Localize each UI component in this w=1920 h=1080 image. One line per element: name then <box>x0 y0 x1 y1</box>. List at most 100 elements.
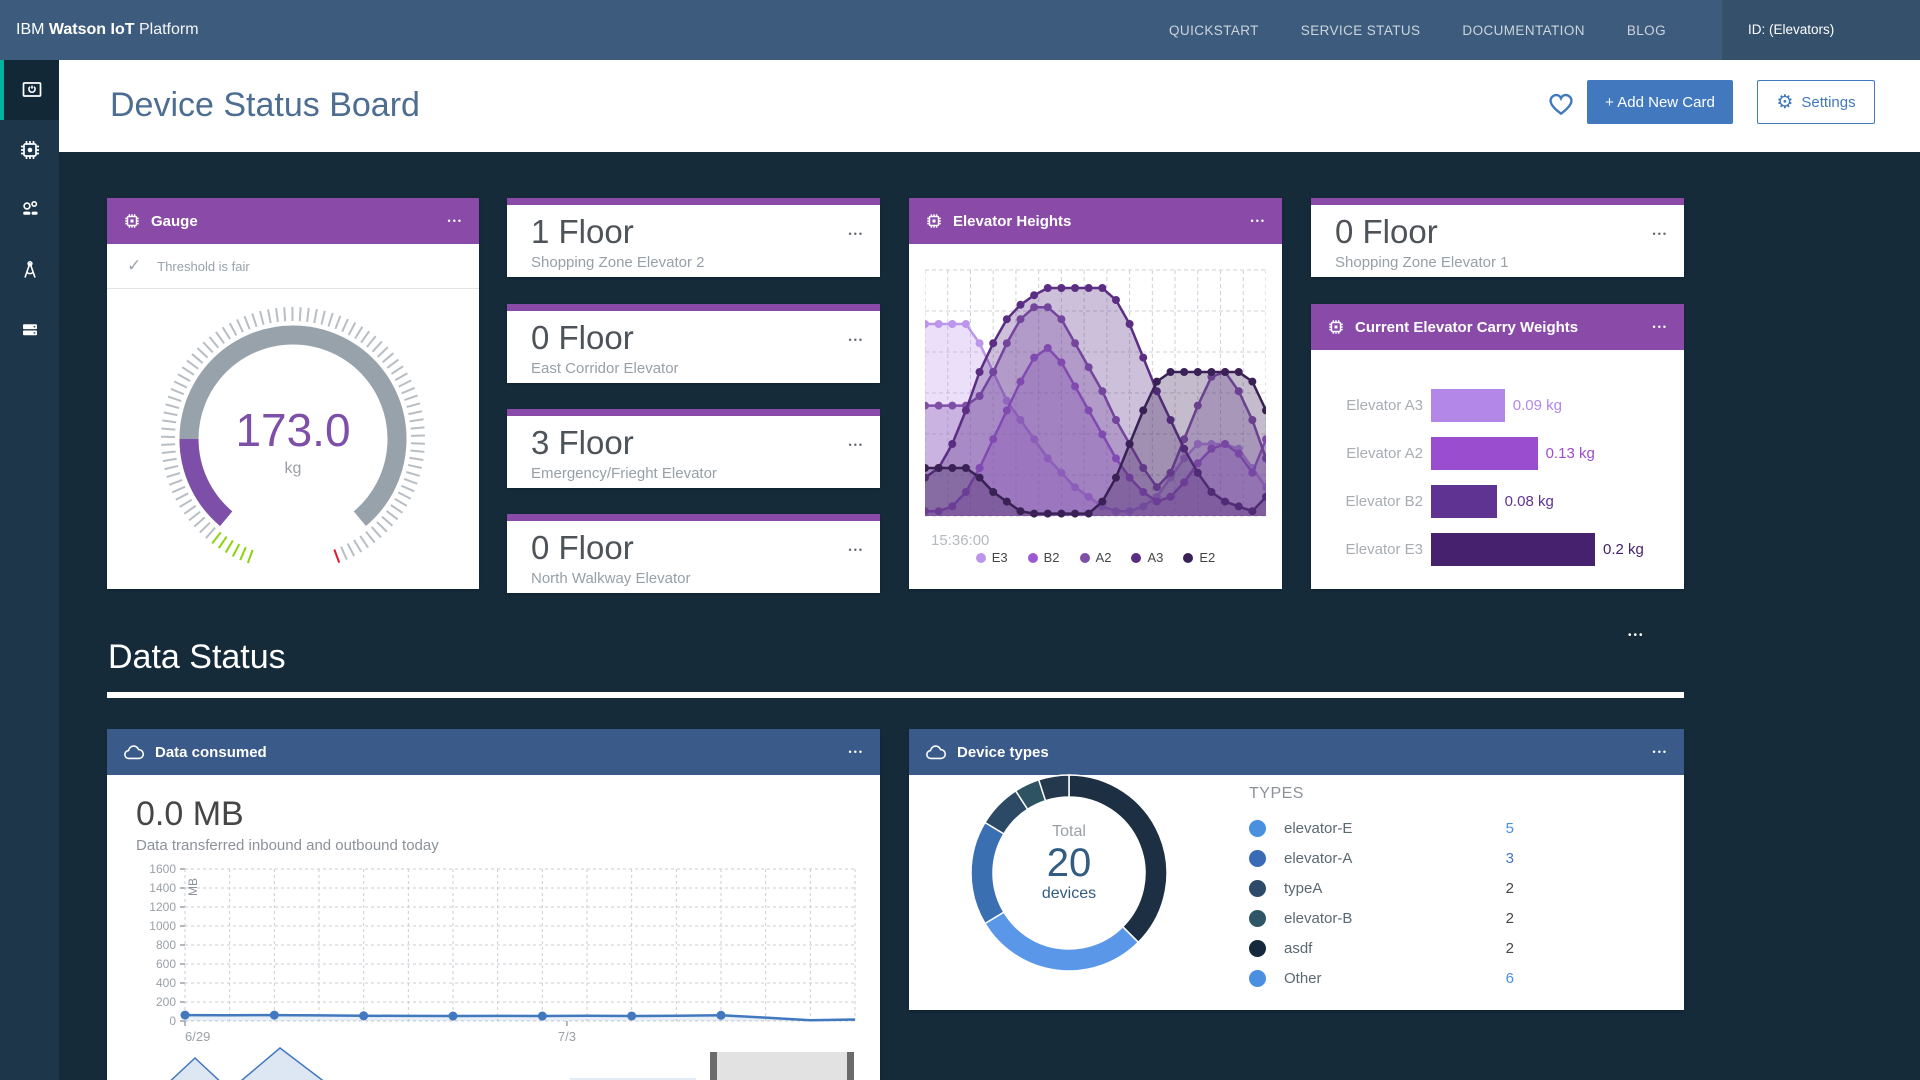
weight-row: Elevator B2 0.08 kg <box>1311 482 1554 520</box>
elevator-name: Shopping Zone Elevator 1 <box>1335 254 1509 271</box>
type-dot <box>1249 819 1266 837</box>
gauge-card-menu[interactable]: ••• <box>447 215 463 226</box>
svg-text:400: 400 <box>156 976 176 990</box>
sidebar-item-rules[interactable] <box>0 240 59 300</box>
svg-text:800: 800 <box>156 938 176 952</box>
legend-label: A2 <box>1095 550 1112 565</box>
type-count: 5 <box>1505 819 1514 837</box>
device-types-header: Device types ••• <box>909 729 1684 775</box>
type-label: typeA <box>1284 879 1323 897</box>
type-row: asdf 2 <box>1249 936 1514 960</box>
carry-weights-title: Current Elevator Carry Weights <box>1355 318 1579 336</box>
gauge-status-row: ✓ Threshold is fair <box>107 244 479 289</box>
carry-weights-menu[interactable]: ••• <box>1652 321 1668 332</box>
sidebar-item-extensions[interactable] <box>0 300 59 360</box>
device-types-title: Device types <box>957 743 1049 761</box>
svg-text:0: 0 <box>169 1014 176 1028</box>
compass-icon <box>18 258 42 282</box>
types-header: TYPES <box>1249 785 1304 802</box>
type-label: elevator-B <box>1284 909 1353 927</box>
nav-documentation[interactable]: DOCUMENTATION <box>1462 22 1585 38</box>
carry-weights-card: Current Elevator Carry Weights ••• Eleva… <box>1311 304 1684 589</box>
type-dot <box>1249 939 1266 957</box>
elevator-heights-chart <box>925 269 1266 518</box>
section-menu[interactable]: ••• <box>1628 630 1645 641</box>
nav-service-status[interactable]: SERVICE STATUS <box>1300 22 1421 38</box>
add-new-card-button[interactable]: + Add New Card <box>1587 80 1733 124</box>
device-types-menu[interactable]: ••• <box>1652 746 1668 757</box>
weight-value: 0.13 kg <box>1545 444 1595 462</box>
chip-icon <box>18 138 42 162</box>
type-count: 6 <box>1505 969 1514 987</box>
elevator-heights-header: Elevator Heights ••• <box>909 198 1282 244</box>
data-consumed-navigator[interactable] <box>140 1046 880 1080</box>
legend-dot <box>1027 552 1038 563</box>
brand-ibm: IBM <box>16 21 49 38</box>
org-id-panel[interactable]: ID: (Elevators) <box>1722 0 1920 60</box>
elevator-name: East Corridor Elevator <box>531 360 679 377</box>
sidebar-item-members[interactable] <box>0 180 59 240</box>
floor-number: 1 Floor <box>531 213 634 250</box>
svg-text:6/29: 6/29 <box>185 1029 210 1044</box>
svg-text:1000: 1000 <box>149 919 176 933</box>
data-consumed-value: 0.0 MB <box>136 795 244 833</box>
elevator-heights-card: Elevator Heights ••• 15:36:00 E3 B2 A2 A… <box>909 198 1282 589</box>
type-row: Other 6 <box>1249 966 1514 990</box>
settings-button[interactable]: ⚙ Settings <box>1757 80 1875 124</box>
type-label: elevator-A <box>1284 849 1353 867</box>
sidebar-item-boards[interactable] <box>0 60 59 120</box>
svg-text:MB: MB <box>186 878 200 896</box>
floor-card-menu[interactable]: ••• <box>848 545 864 555</box>
type-dot <box>1249 849 1266 867</box>
server-icon <box>18 318 42 342</box>
nav-blog[interactable]: BLOG <box>1626 22 1666 38</box>
elevator-heights-menu[interactable]: ••• <box>1250 215 1266 226</box>
type-dot <box>1249 969 1266 987</box>
brand-logo[interactable]: IBM Watson IoT Platform <box>16 0 199 60</box>
nav-quickstart[interactable]: QUICKSTART <box>1169 22 1259 38</box>
floor-card-menu[interactable]: ••• <box>848 335 864 345</box>
org-id-label: ID: (Elevators) <box>1748 22 1835 37</box>
cloud-icon <box>123 744 145 761</box>
floor-card-menu[interactable]: ••• <box>848 440 864 450</box>
svg-text:1600: 1600 <box>149 862 176 876</box>
type-label: elevator-E <box>1284 819 1353 837</box>
floor-card-menu[interactable]: ••• <box>848 229 864 239</box>
type-label: asdf <box>1284 939 1313 957</box>
carry-weights-header: Current Elevator Carry Weights ••• <box>1311 304 1684 350</box>
weight-value: 0.09 kg <box>1512 396 1563 414</box>
legend-label: E3 <box>991 550 1008 565</box>
svg-text:1400: 1400 <box>149 881 176 895</box>
chip-icon <box>1327 318 1345 336</box>
gauge-card: Gauge ••• ✓ Threshold is fair <box>107 198 479 589</box>
chip-icon <box>123 212 141 230</box>
type-count: 2 <box>1505 939 1514 957</box>
sidebar-item-devices[interactable] <box>0 120 59 180</box>
legend-label: E2 <box>1199 550 1216 565</box>
weight-label: Elevator A2 <box>1346 444 1423 462</box>
elevator-heights-title: Elevator Heights <box>953 212 1072 230</box>
data-consumed-menu[interactable]: ••• <box>848 746 864 757</box>
legend-dot <box>1183 552 1194 563</box>
favorite-button[interactable] <box>1545 88 1579 118</box>
svg-text:600: 600 <box>156 957 176 971</box>
gauge-card-header: Gauge ••• <box>107 198 479 244</box>
section-underline <box>107 692 1684 698</box>
weight-bar <box>1431 484 1497 518</box>
legend-item: B2 <box>1027 550 1060 565</box>
data-consumed-card: Data consumed ••• 0.0 MB Data transferre… <box>107 729 880 1080</box>
legend-item: E3 <box>975 550 1008 565</box>
device-types-donut <box>970 774 1168 972</box>
data-consumed-title: Data consumed <box>155 743 267 761</box>
type-count: 3 <box>1505 849 1514 867</box>
weight-value: 0.2 kg <box>1603 540 1644 558</box>
check-icon: ✓ <box>127 256 142 275</box>
legend-label: B2 <box>1043 550 1060 565</box>
heart-icon <box>1545 88 1579 117</box>
floor-card-menu[interactable]: ••• <box>1652 229 1668 239</box>
brand-watson-iot: Watson IoT <box>48 21 135 38</box>
weight-label: Elevator E3 <box>1345 540 1423 558</box>
weight-row: Elevator A3 0.09 kg <box>1311 386 1562 424</box>
type-row: elevator-A 3 <box>1249 846 1514 870</box>
